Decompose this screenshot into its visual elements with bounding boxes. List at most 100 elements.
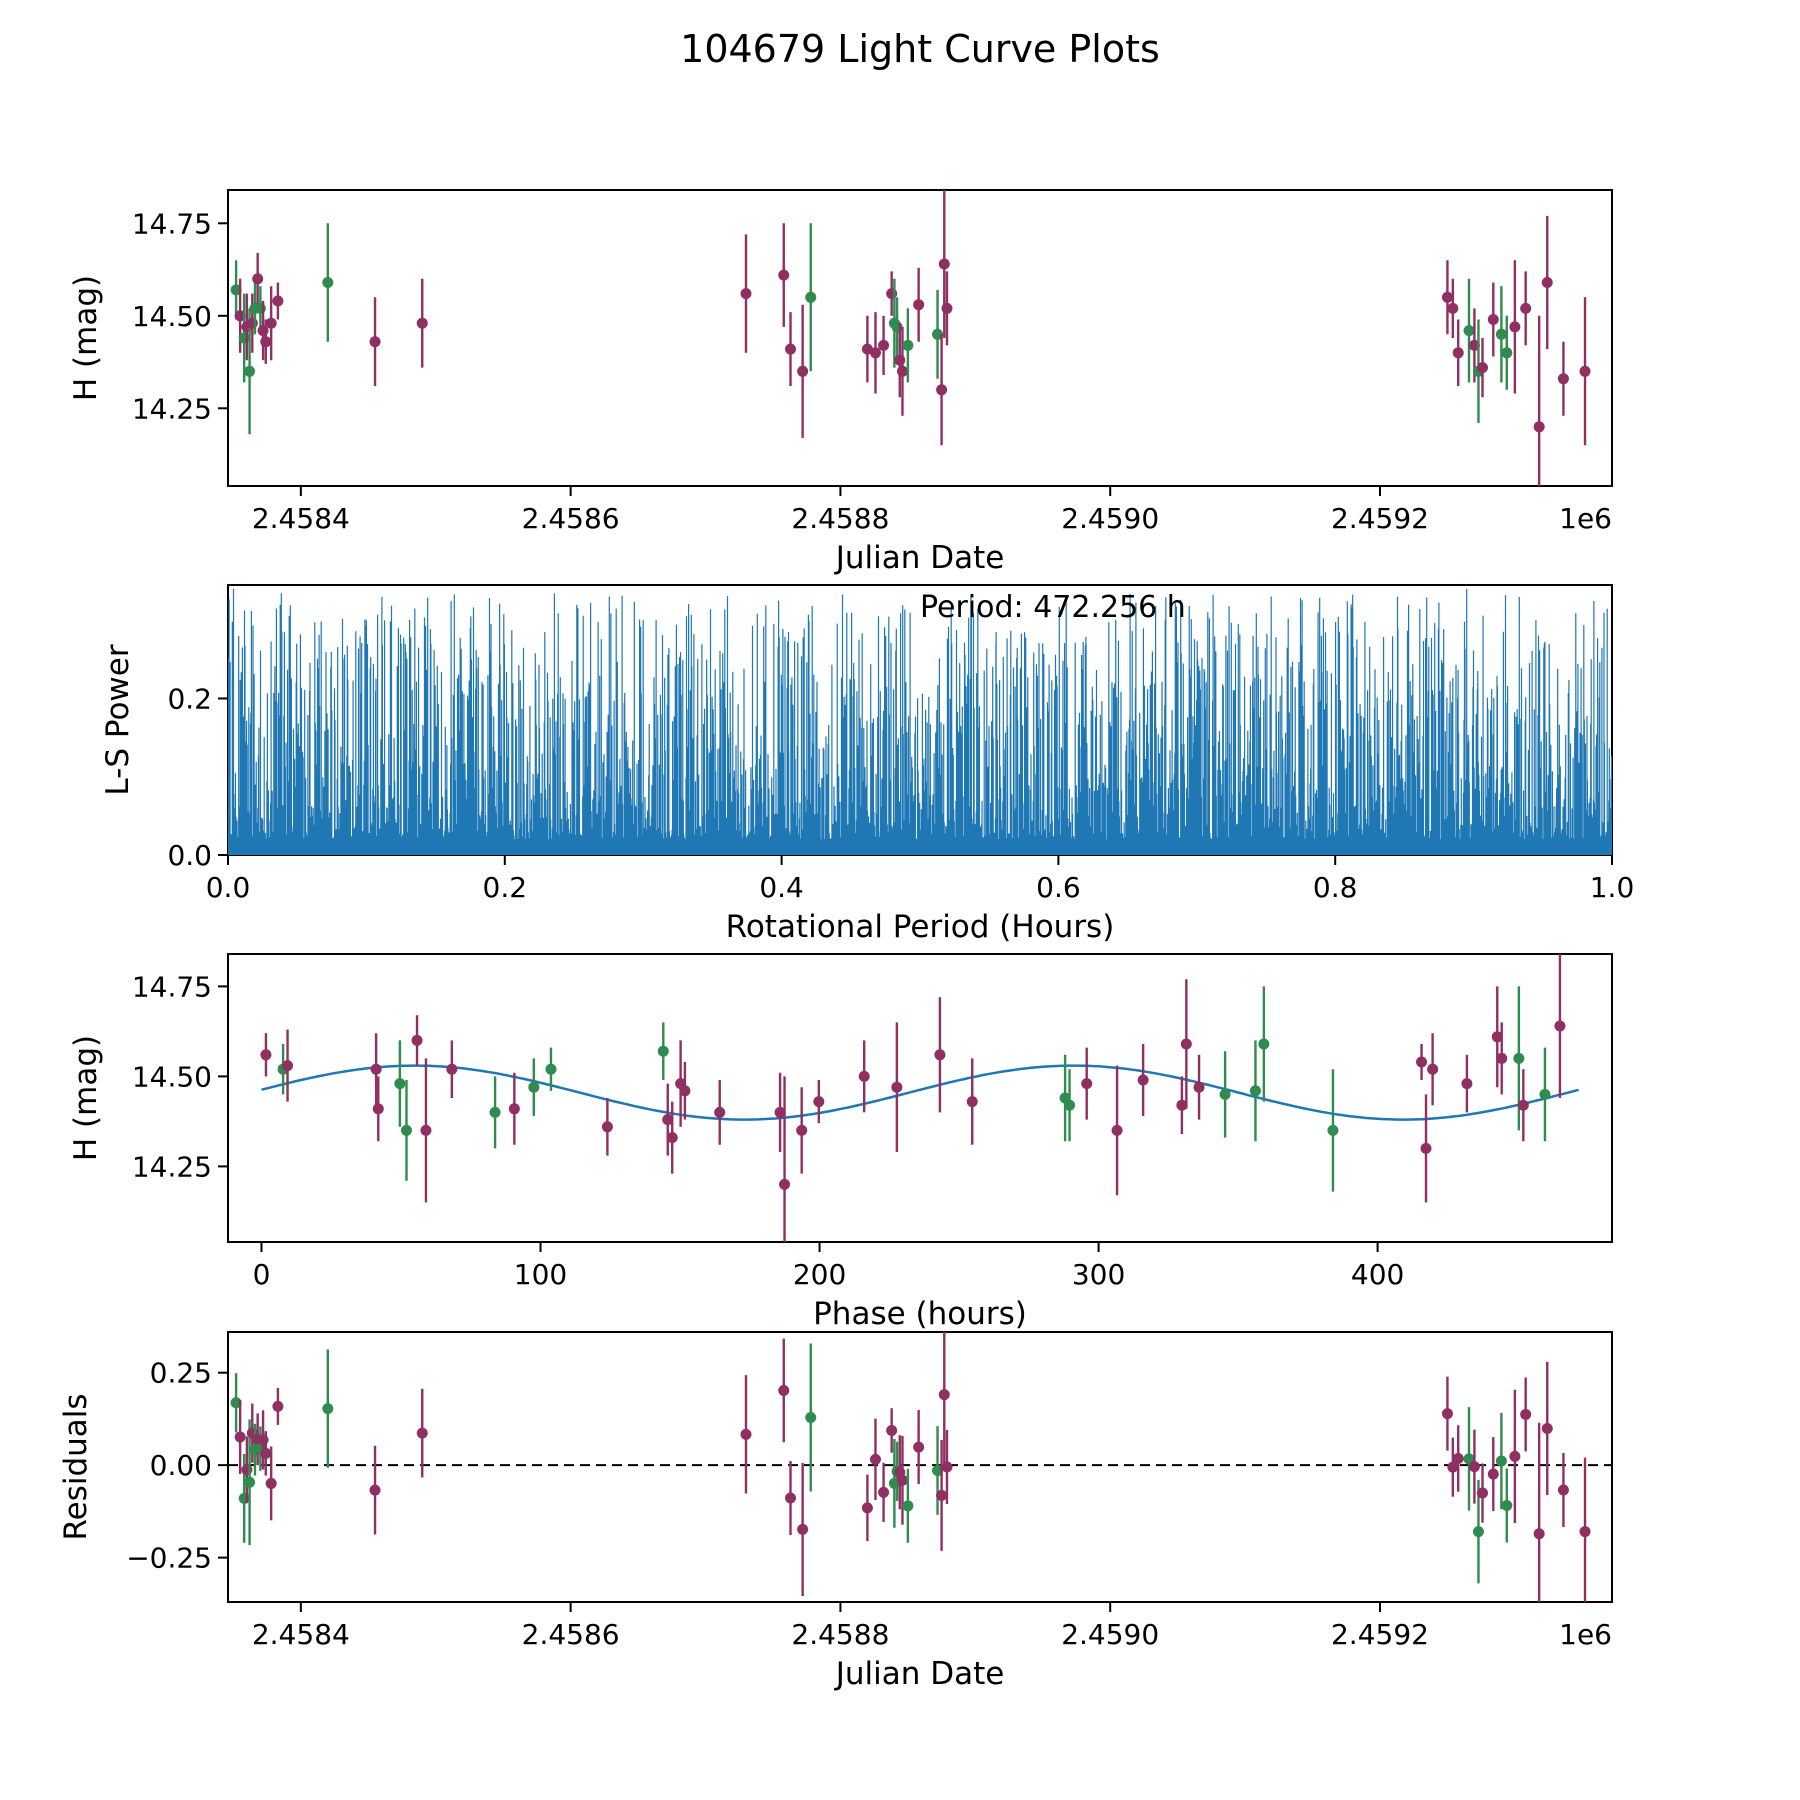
y-tick-label: 14.25 bbox=[132, 392, 212, 425]
data-point bbox=[1557, 1484, 1569, 1496]
y-tick-label: 14.25 bbox=[132, 1150, 212, 1183]
x-tick-label: 0.4 bbox=[759, 871, 804, 904]
x-tick-label: 2.4590 bbox=[1061, 1618, 1159, 1651]
data-point bbox=[394, 1078, 406, 1090]
x-tick-label: 0 bbox=[253, 1258, 271, 1291]
figure-title: 104679 Light Curve Plots bbox=[680, 27, 1160, 71]
data-point bbox=[1539, 1088, 1551, 1100]
y-tick-label: 0.25 bbox=[150, 1357, 212, 1390]
data-point bbox=[260, 1049, 272, 1061]
data-point bbox=[1520, 1408, 1532, 1420]
data-point bbox=[1487, 1468, 1499, 1480]
data-point bbox=[411, 1034, 423, 1046]
x-tick-label: 2.4590 bbox=[1061, 502, 1159, 535]
x-axis-label: Julian Date bbox=[834, 540, 1005, 576]
x-tick-label: 1.0 bbox=[1590, 871, 1635, 904]
data-point bbox=[1495, 328, 1507, 340]
data-point bbox=[896, 365, 908, 377]
data-point bbox=[878, 339, 890, 351]
data-point bbox=[370, 1063, 382, 1075]
data-point bbox=[489, 1106, 501, 1118]
data-point bbox=[796, 1124, 808, 1136]
data-point bbox=[1064, 1099, 1076, 1111]
data-point bbox=[1472, 1526, 1484, 1538]
data-point bbox=[244, 365, 256, 377]
data-point bbox=[400, 1124, 412, 1136]
data-point bbox=[1520, 302, 1532, 314]
data-point bbox=[244, 1476, 256, 1488]
data-point bbox=[272, 295, 284, 307]
data-point bbox=[740, 288, 752, 300]
data-point bbox=[1452, 347, 1464, 359]
axis-offset-text: 1e6 bbox=[1559, 502, 1612, 535]
x-tick-label: 2.4588 bbox=[791, 502, 889, 535]
data-point bbox=[797, 365, 809, 377]
data-point bbox=[1517, 1099, 1529, 1111]
data-point bbox=[1111, 1124, 1123, 1136]
light-curve-panel: 2.4584 2.4586 2.4588 2.4590 2.4592 14.25 14.50… bbox=[68, 189, 1613, 576]
data-point bbox=[813, 1096, 825, 1108]
data-point bbox=[869, 347, 881, 359]
data-point bbox=[805, 291, 817, 303]
data-point bbox=[416, 1427, 428, 1439]
data-point bbox=[446, 1063, 458, 1075]
data-point bbox=[936, 1489, 948, 1501]
data-point bbox=[1420, 1142, 1432, 1154]
data-point bbox=[932, 1465, 944, 1477]
data-point bbox=[1491, 1031, 1503, 1043]
data-point bbox=[891, 1081, 903, 1093]
data-point bbox=[886, 1424, 898, 1436]
data-point bbox=[1249, 1085, 1261, 1097]
data-point bbox=[1541, 1422, 1553, 1434]
data-point bbox=[666, 1132, 678, 1144]
x-tick-label: 2.4592 bbox=[1331, 1618, 1429, 1651]
y-tick-label: 14.75 bbox=[132, 207, 212, 240]
data-point bbox=[528, 1081, 540, 1093]
x-tick-label: 0.0 bbox=[206, 871, 251, 904]
data-point bbox=[1452, 1453, 1464, 1465]
data-point bbox=[1427, 1063, 1439, 1075]
x-tick-label: 0.2 bbox=[483, 871, 528, 904]
y-axis-label: H (mag) bbox=[68, 1035, 104, 1161]
data-point bbox=[1557, 373, 1569, 385]
data-point bbox=[778, 269, 790, 281]
y-tick-label: 14.75 bbox=[132, 970, 212, 1003]
x-tick-label: 100 bbox=[514, 1258, 567, 1291]
data-point bbox=[369, 1484, 381, 1496]
x-axis-label: Phase (hours) bbox=[813, 1296, 1027, 1332]
data-point bbox=[1501, 1500, 1513, 1512]
data-point bbox=[322, 277, 334, 288]
data-point bbox=[1441, 291, 1453, 303]
data-point bbox=[1447, 302, 1459, 314]
x-tick-label: 2.4586 bbox=[522, 1618, 620, 1651]
data-point bbox=[1447, 1461, 1459, 1473]
data-point bbox=[1533, 1528, 1545, 1540]
data-point bbox=[1461, 1078, 1473, 1090]
x-tick-label: 2.4586 bbox=[522, 502, 620, 535]
x-tick-label: 2.4584 bbox=[252, 1618, 350, 1651]
data-point bbox=[234, 1431, 246, 1443]
data-point bbox=[230, 284, 242, 296]
data-point bbox=[416, 317, 428, 329]
data-point bbox=[508, 1103, 520, 1115]
data-point bbox=[1513, 1052, 1525, 1064]
data-point bbox=[1180, 1038, 1192, 1050]
data-point bbox=[938, 1389, 950, 1401]
x-axis-label: Julian Date bbox=[834, 1656, 1005, 1692]
data-point bbox=[805, 1411, 817, 1423]
x-tick-label: 0.8 bbox=[1313, 871, 1358, 904]
data-point bbox=[1487, 314, 1499, 325]
data-point bbox=[369, 336, 381, 348]
data-point bbox=[934, 1049, 946, 1061]
data-point bbox=[714, 1106, 726, 1118]
data-point bbox=[601, 1121, 613, 1133]
data-point bbox=[966, 1096, 978, 1108]
data-point bbox=[1533, 421, 1545, 433]
data-point bbox=[1496, 1052, 1508, 1064]
y-tick-label: 0.2 bbox=[167, 682, 212, 715]
data-point bbox=[1219, 1088, 1231, 1100]
data-point bbox=[252, 273, 264, 285]
data-point bbox=[938, 258, 950, 270]
